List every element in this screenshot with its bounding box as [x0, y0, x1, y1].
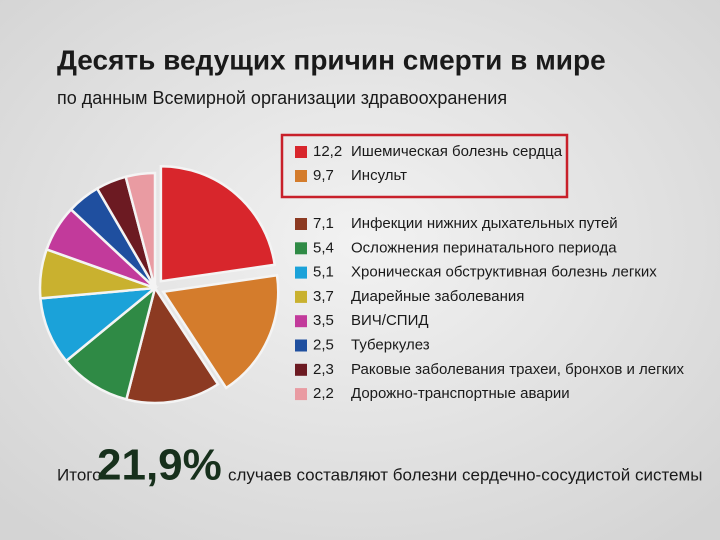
legend-swatch — [295, 315, 307, 328]
pie-slice — [124, 171, 157, 289]
footer-highlight: 21,9% — [97, 441, 222, 490]
legend-value: 2,5 — [313, 336, 334, 353]
legend-label: Хроническая обструктивная болезнь легких — [351, 264, 657, 281]
legend-swatch — [295, 170, 307, 182]
footer-prefix: Итого — [57, 465, 102, 484]
legend-swatch — [295, 363, 307, 376]
legend-label: ВИЧ/СПИД — [351, 312, 429, 329]
legend-swatch — [295, 290, 307, 303]
legend-label: Осложнения перинатального периода — [351, 239, 617, 256]
legend-swatch — [295, 146, 307, 158]
legend-swatch — [295, 339, 307, 352]
highlight-box — [280, 133, 569, 199]
legend-value: 3,7 — [313, 288, 334, 305]
pie-slice — [124, 284, 220, 405]
legend-value: 5,4 — [313, 239, 334, 256]
chart-subtitle: по данным Всемирной организации здравоох… — [57, 88, 507, 108]
legend-label: Диарейные заболевания — [351, 288, 524, 305]
legend-swatch — [295, 242, 307, 255]
legend-label: Туберкулез — [351, 336, 430, 353]
legend-swatch — [295, 218, 307, 230]
legend-value: 9,7 — [313, 167, 334, 184]
legend-label: Раковые заболевания трахеи, бронхов и ле… — [351, 361, 685, 378]
legend-value: 3,5 — [313, 312, 334, 329]
legend-label: Дорожно-транспортные аварии — [351, 385, 570, 402]
legend-value: 7,1 — [313, 215, 334, 232]
legend-label: Ишемическая болезнь сердца — [351, 143, 563, 160]
legend-label: Инфекции нижних дыхательных путей — [351, 215, 618, 232]
pie-slice — [161, 273, 280, 390]
pie-slice — [64, 284, 158, 401]
legend-label: Инсульт — [351, 167, 407, 184]
chart-title: Десять ведущих причин смерти в мире — [57, 44, 606, 75]
legend-value: 5,1 — [313, 264, 334, 281]
pie-slice — [159, 164, 277, 283]
legend: 12,2 Ишемическая болезнь сердца 9,7 Инсульт… — [295, 143, 685, 402]
legend-swatch — [295, 266, 307, 279]
legend-value: 2,3 — [313, 361, 334, 378]
footer-suffix: случаев составляют болезни сердечно-сосу… — [228, 465, 702, 484]
legend-swatch — [295, 388, 307, 401]
legend-value: 2,2 — [313, 385, 334, 402]
legend-value: 12,2 — [313, 143, 342, 160]
pie — [38, 164, 280, 405]
